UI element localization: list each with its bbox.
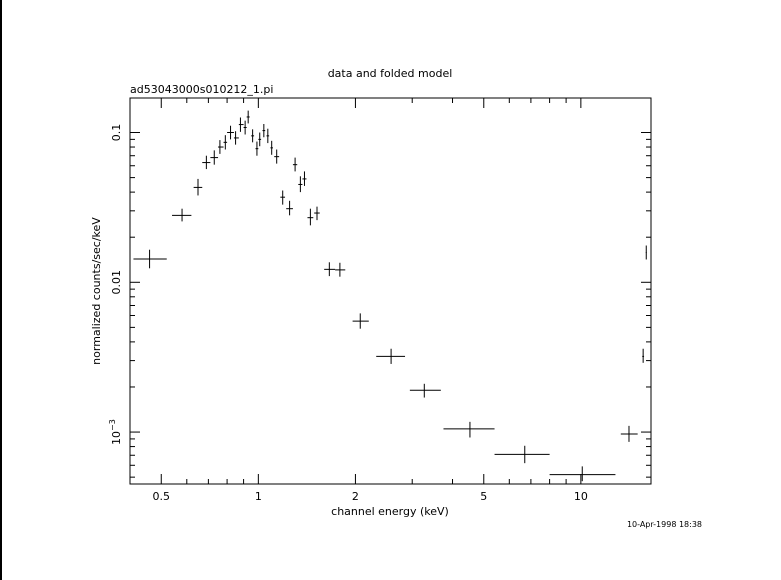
data-point bbox=[642, 348, 645, 363]
data-point bbox=[270, 140, 273, 155]
data-point bbox=[266, 128, 270, 144]
data-point bbox=[335, 262, 346, 277]
data-point bbox=[280, 190, 286, 205]
window-left-border bbox=[0, 0, 2, 580]
x-tick-label: 2 bbox=[352, 490, 359, 503]
data-point bbox=[223, 135, 228, 150]
y-tick-label: 0.01 bbox=[110, 270, 123, 295]
x-tick-label: 10 bbox=[574, 490, 588, 503]
plot-frame bbox=[129, 97, 652, 485]
data-point bbox=[218, 140, 224, 154]
chart-title: data and folded model bbox=[328, 67, 453, 80]
timestamp: 10-Apr-1998 18:38 bbox=[627, 520, 702, 529]
data-point bbox=[172, 208, 192, 222]
y-axis-ticks bbox=[130, 132, 651, 478]
y-axis-tick-labels: 0.1 0.01 10−3 bbox=[108, 124, 123, 445]
data-point bbox=[227, 125, 234, 140]
data-point bbox=[193, 178, 203, 196]
x-axis-tick-labels: 0.5 1 2 5 10 bbox=[153, 490, 588, 503]
chart-subtitle: ad53043000s010212_1.pi bbox=[130, 83, 273, 96]
data-point bbox=[286, 200, 293, 216]
data-point bbox=[262, 123, 266, 138]
data-point bbox=[352, 313, 369, 329]
data-point bbox=[409, 383, 441, 398]
x-tick-label: 1 bbox=[255, 490, 262, 503]
data-point bbox=[314, 206, 320, 221]
x-tick-label: 5 bbox=[480, 490, 487, 503]
data-point bbox=[376, 348, 406, 364]
data-point bbox=[324, 262, 336, 277]
data-point bbox=[233, 131, 239, 145]
data-point bbox=[494, 445, 550, 464]
data-point bbox=[133, 249, 167, 269]
y-tick-label: 0.1 bbox=[110, 124, 123, 142]
data-point bbox=[210, 150, 219, 165]
data-point bbox=[202, 155, 211, 170]
data-point bbox=[620, 425, 638, 442]
data-point bbox=[238, 117, 244, 132]
y-tick-label: 10−3 bbox=[108, 419, 123, 445]
data-point bbox=[302, 171, 307, 186]
data-point bbox=[443, 421, 495, 438]
data-point bbox=[251, 129, 255, 143]
data-point bbox=[258, 132, 262, 147]
data-point bbox=[307, 208, 314, 226]
data-point bbox=[246, 110, 250, 124]
data-points bbox=[133, 110, 647, 482]
data-point bbox=[255, 141, 259, 156]
x-axis-label: channel energy (keV) bbox=[331, 505, 449, 518]
data-point bbox=[243, 120, 247, 135]
x-tick-label: 0.5 bbox=[153, 490, 171, 503]
data-point bbox=[549, 466, 616, 482]
x-axis-ticks bbox=[129, 98, 582, 484]
y-axis-label: normalized counts/sec/keV bbox=[90, 217, 103, 365]
data-point bbox=[298, 176, 303, 193]
data-point bbox=[645, 245, 647, 260]
data-point bbox=[274, 149, 280, 164]
data-point bbox=[292, 157, 298, 172]
